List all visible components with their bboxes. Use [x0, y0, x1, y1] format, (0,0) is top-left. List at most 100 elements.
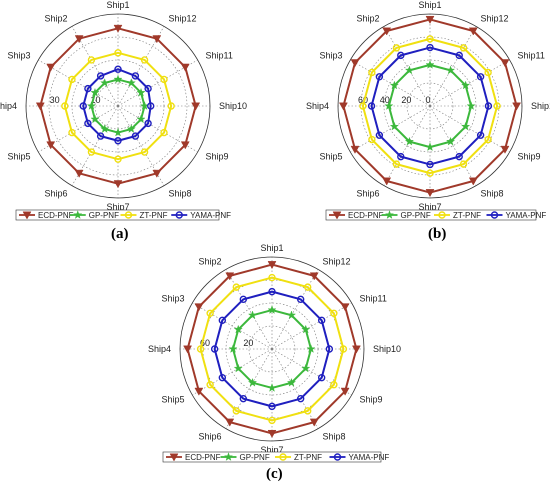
legend-marker [169, 453, 179, 462]
series-point [325, 345, 334, 353]
series-point [84, 84, 92, 93]
series-point [68, 128, 76, 137]
radial-tick-label: 10 [91, 95, 101, 105]
radial-tick-label: 30 [50, 95, 60, 105]
series-point [468, 177, 478, 186]
series-point [301, 324, 311, 334]
series-point [100, 124, 110, 133]
legend-entry: ECD-PNF [38, 211, 74, 220]
series-point [96, 132, 105, 140]
series-point [194, 387, 204, 396]
radar-spoke [383, 105, 431, 186]
series-point [114, 65, 122, 73]
series-point [512, 102, 522, 111]
category-label: Ship10 [531, 101, 550, 111]
category-label: Ship3 [319, 51, 342, 61]
category-label: Ship10 [219, 101, 247, 111]
series-point [160, 75, 168, 84]
series-point [286, 310, 297, 320]
series-point [340, 303, 350, 312]
series-point [330, 381, 338, 389]
series-point [144, 84, 152, 93]
series-point [286, 377, 297, 387]
radar-spoke [271, 348, 352, 396]
series-point [180, 141, 190, 150]
legend: ECD-PNF GP-PNF ZT-PNF YAMA-PNF [325, 209, 546, 221]
legend-box [162, 451, 382, 463]
radial-tick-label: 0 [425, 95, 430, 105]
series-point [46, 141, 56, 150]
series-point [425, 142, 435, 152]
series-point [239, 295, 248, 304]
series-point [147, 102, 155, 110]
series-point [309, 418, 319, 427]
radar-spoke [271, 269, 319, 350]
series-point [338, 102, 348, 111]
radar-spoke [38, 59, 119, 107]
radial-tick-label: 20 [401, 95, 411, 105]
series-point [461, 121, 471, 131]
series-point [113, 180, 123, 189]
radar-spoke [225, 348, 273, 429]
series-point [210, 345, 219, 353]
series-point [96, 72, 105, 80]
series-point [79, 102, 87, 110]
legend-marker [223, 452, 234, 461]
series-point [445, 136, 456, 146]
radar-spoke [192, 348, 273, 396]
series-point [367, 102, 376, 110]
series-point [296, 295, 305, 304]
series-point [426, 160, 434, 169]
series-point [476, 131, 485, 139]
radar-spoke [383, 26, 431, 107]
legend-entry: GP-PNF [240, 453, 270, 462]
series-point [500, 59, 510, 68]
series-point [375, 73, 384, 81]
radar-spoke [117, 105, 198, 153]
radar-spoke [350, 59, 431, 107]
series-point [218, 373, 227, 382]
series-point [136, 87, 146, 97]
radar-spoke [271, 302, 352, 350]
series-point [268, 402, 276, 411]
series-point [267, 383, 277, 392]
series-point [225, 418, 235, 427]
category-label: Ship7 [260, 445, 283, 455]
legend-entry: YAMA-PNF [190, 211, 231, 220]
legend-marker [332, 211, 342, 220]
series-point [233, 363, 243, 373]
category-label: Ship10 [373, 344, 401, 354]
series-point [368, 135, 376, 144]
series-point [426, 169, 434, 177]
category-label: Ship9 [518, 152, 541, 162]
category-label: Ship2 [198, 257, 221, 267]
category-label: Ship9 [206, 152, 229, 162]
category-label: Ship11 [518, 51, 545, 61]
panel-label: (b) [428, 226, 446, 242]
category-label: Ship4 [148, 344, 171, 354]
series-point [445, 65, 456, 75]
radar-spoke [38, 105, 119, 153]
series-point [247, 377, 258, 387]
category-label: Ship1 [418, 0, 441, 10]
series-point [389, 80, 399, 90]
series-point [459, 44, 468, 52]
series-point [340, 387, 350, 396]
category-label: Ship4 [306, 101, 329, 111]
series-point [206, 381, 214, 389]
category-label: Ship11 [206, 51, 233, 61]
series-line [63, 51, 173, 161]
category-label: Ship9 [360, 395, 383, 405]
series-line [213, 290, 331, 408]
series-point [296, 394, 305, 403]
series-point [484, 102, 493, 110]
category-label: Ship2 [44, 14, 67, 24]
category-label: Ship2 [356, 14, 379, 24]
series-point [455, 152, 463, 161]
legend: ECD-PNF GP-PNF ZT-PNF YAMA-PNF [15, 209, 231, 221]
series-point [61, 102, 69, 110]
legend-marker [279, 453, 287, 461]
series-point [382, 27, 392, 36]
series-point [461, 80, 471, 90]
